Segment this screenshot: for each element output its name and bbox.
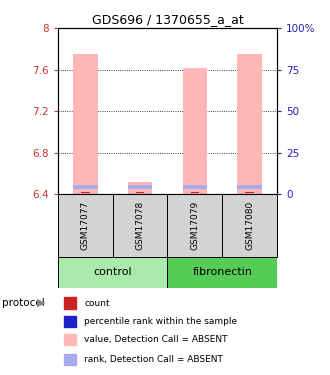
Bar bbox=[64, 334, 77, 345]
Title: GDS696 / 1370655_a_at: GDS696 / 1370655_a_at bbox=[92, 13, 243, 26]
Bar bbox=[64, 315, 77, 327]
Text: GSM17078: GSM17078 bbox=[136, 201, 145, 250]
Bar bbox=[81, 192, 89, 194]
Text: rank, Detection Call = ABSENT: rank, Detection Call = ABSENT bbox=[84, 355, 223, 364]
Text: percentile rank within the sample: percentile rank within the sample bbox=[84, 317, 237, 326]
Bar bbox=[64, 297, 77, 309]
Bar bbox=[237, 184, 262, 189]
Bar bbox=[168, 195, 222, 257]
Text: count: count bbox=[84, 298, 110, 307]
Bar bbox=[128, 182, 152, 195]
Bar bbox=[246, 192, 254, 194]
Bar bbox=[73, 54, 98, 195]
Text: GSM17080: GSM17080 bbox=[245, 201, 254, 250]
Bar bbox=[168, 257, 277, 288]
Bar bbox=[64, 354, 77, 365]
Bar bbox=[182, 184, 207, 189]
Bar bbox=[73, 184, 98, 189]
Bar bbox=[136, 192, 144, 194]
Bar bbox=[113, 195, 168, 257]
Bar bbox=[191, 192, 199, 194]
Bar bbox=[58, 257, 168, 288]
Text: control: control bbox=[93, 267, 132, 278]
Text: protocol: protocol bbox=[2, 298, 45, 308]
Bar bbox=[222, 195, 277, 257]
Bar bbox=[58, 195, 113, 257]
Text: ▶: ▶ bbox=[37, 298, 46, 308]
Bar bbox=[128, 184, 152, 189]
Text: fibronectin: fibronectin bbox=[192, 267, 252, 278]
Text: value, Detection Call = ABSENT: value, Detection Call = ABSENT bbox=[84, 335, 228, 344]
Bar bbox=[182, 68, 207, 195]
Text: GSM17079: GSM17079 bbox=[190, 201, 199, 250]
Bar bbox=[237, 54, 262, 195]
Text: GSM17077: GSM17077 bbox=[81, 201, 90, 250]
